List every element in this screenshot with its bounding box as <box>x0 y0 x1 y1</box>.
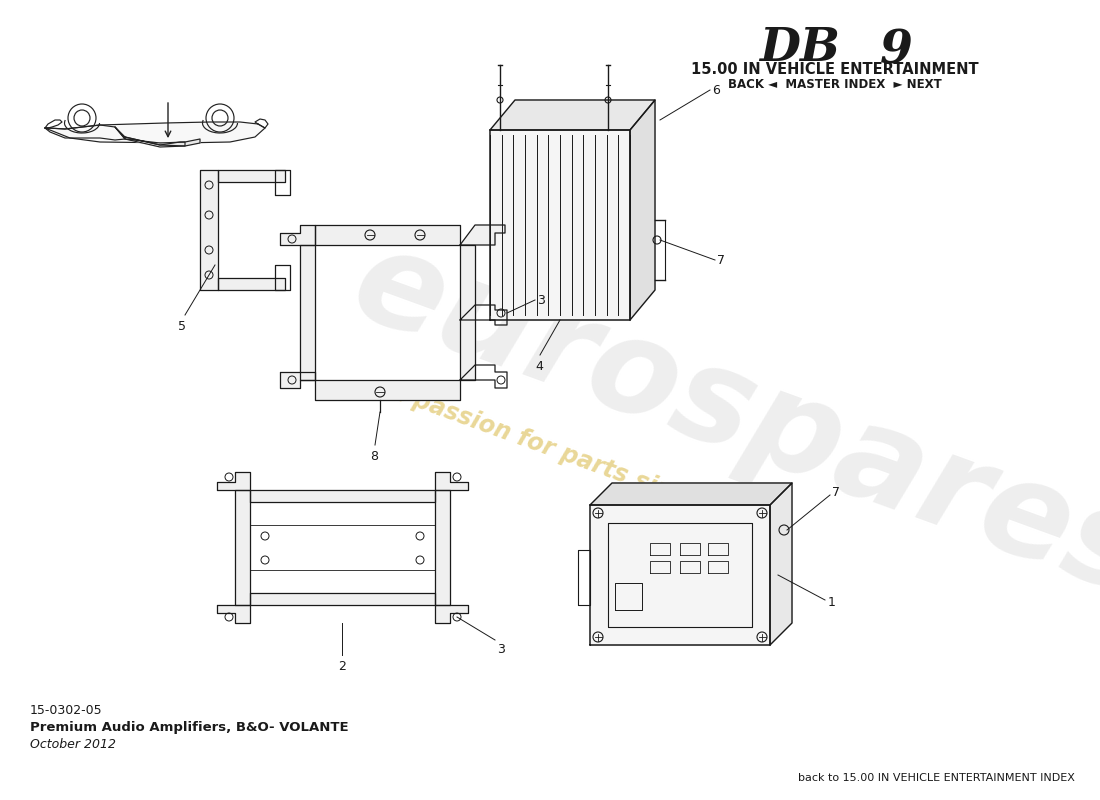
Polygon shape <box>590 505 770 645</box>
Polygon shape <box>630 100 654 320</box>
Text: 8: 8 <box>370 450 378 463</box>
Polygon shape <box>434 472 468 490</box>
Polygon shape <box>590 483 792 505</box>
Polygon shape <box>218 278 285 290</box>
Polygon shape <box>315 225 460 245</box>
Polygon shape <box>460 225 505 245</box>
Text: 3: 3 <box>537 294 544 306</box>
Polygon shape <box>217 605 250 623</box>
Text: DB: DB <box>759 25 840 71</box>
Text: eurospares: eurospares <box>337 218 1100 622</box>
Text: 5: 5 <box>178 320 186 333</box>
Polygon shape <box>235 490 250 605</box>
Text: 1: 1 <box>828 595 836 609</box>
Text: back to 15.00 IN VEHICLE ENTERTAINMENT INDEX: back to 15.00 IN VEHICLE ENTERTAINMENT I… <box>799 773 1075 783</box>
Polygon shape <box>434 490 450 605</box>
Text: October 2012: October 2012 <box>30 738 116 751</box>
Text: BACK ◄  MASTER INDEX  ► NEXT: BACK ◄ MASTER INDEX ► NEXT <box>728 78 942 91</box>
Polygon shape <box>45 122 265 143</box>
Polygon shape <box>125 137 200 146</box>
Text: a passion for parts since 1985: a passion for parts since 1985 <box>387 380 773 540</box>
Text: 7: 7 <box>717 254 725 266</box>
Polygon shape <box>217 472 250 490</box>
Text: 2: 2 <box>338 660 345 673</box>
Polygon shape <box>434 605 468 623</box>
Text: 15.00 IN VEHICLE ENTERTAINMENT: 15.00 IN VEHICLE ENTERTAINMENT <box>691 62 979 77</box>
Text: 15-0302-05: 15-0302-05 <box>30 703 102 717</box>
Text: Premium Audio Amplifiers, B&O- VOLANTE: Premium Audio Amplifiers, B&O- VOLANTE <box>30 722 349 734</box>
Text: 3: 3 <box>497 643 505 656</box>
Polygon shape <box>490 100 654 130</box>
Polygon shape <box>250 490 434 502</box>
Polygon shape <box>315 380 460 400</box>
Polygon shape <box>250 593 434 605</box>
Polygon shape <box>490 130 630 320</box>
Polygon shape <box>218 170 285 182</box>
Polygon shape <box>460 245 475 380</box>
Polygon shape <box>770 483 792 645</box>
Text: 6: 6 <box>712 83 719 97</box>
Text: 9: 9 <box>880 27 913 73</box>
Polygon shape <box>280 225 315 245</box>
Polygon shape <box>200 170 218 290</box>
Text: 4: 4 <box>535 360 543 373</box>
Polygon shape <box>280 372 315 388</box>
Polygon shape <box>116 127 185 147</box>
Text: 7: 7 <box>832 486 840 499</box>
Polygon shape <box>300 245 315 380</box>
